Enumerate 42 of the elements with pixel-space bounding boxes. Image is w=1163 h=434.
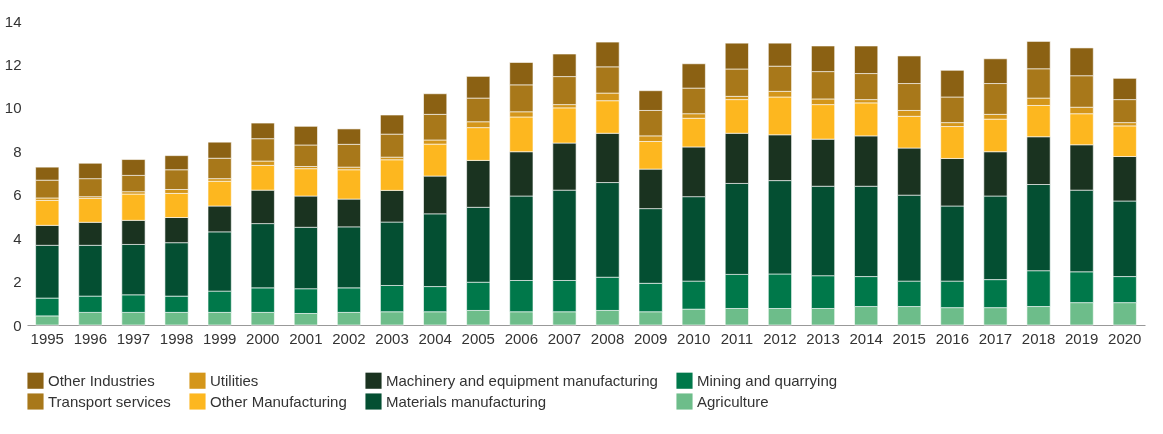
y-tick-label: 14 [4,12,22,30]
x-tick-label: 2015 [892,329,926,347]
x-tick-label: 2001 [289,329,323,347]
x-tick-label: 2019 [1064,329,1099,347]
x-tick-label: 2005 [461,329,495,347]
x-tick-label: 2016 [935,329,970,347]
legend-label: Machinery and equipment manufacturing [386,371,658,389]
y-tick-label: 6 [13,186,22,204]
x-tick-label: 2012 [763,329,797,347]
legend-label: Agriculture [697,392,769,410]
x-tick-label: 2003 [375,329,409,347]
x-tick-label: 2009 [633,329,668,347]
y-tick-label: 2 [13,273,22,291]
y-tick-label: 4 [13,229,22,247]
y-tick-label: 0 [13,316,22,334]
y-tick-label: 10 [4,99,22,117]
x-tick-label: 2008 [590,329,625,347]
x-tick-label: 2004 [418,329,452,347]
y-tick-label: 8 [13,142,22,160]
x-tick-label: 2017 [978,329,1013,347]
x-tick-label: 2002 [332,329,366,347]
x-tick-label: 1998 [159,329,194,347]
legend-label: Other Manufacturing [210,392,347,410]
x-tick-label: 2018 [1021,329,1056,347]
x-tick-label: 2011 [720,329,753,347]
legend-label: Mining and quarrying [697,371,838,389]
legend-label: Materials manufacturing [386,392,547,410]
x-tick-label: 2010 [677,329,711,347]
x-tick-label: 2007 [547,329,582,347]
x-tick-label: 2000 [246,329,280,347]
legend-label: Other Industries [48,371,155,389]
x-tick-label: 2013 [806,329,840,347]
x-tick-label: 2006 [504,329,539,347]
x-tick-label: 2014 [849,329,883,347]
y-tick-label: 12 [4,55,22,73]
x-tick-label: 1999 [202,329,237,347]
x-tick-label: 1996 [73,329,108,347]
x-tick-label: 2020 [1108,329,1142,347]
x-tick-label: 1997 [116,329,151,347]
x-tick-label: 1995 [30,329,64,347]
legend-label: Utilities [210,371,259,389]
legend-label: Transport services [48,392,171,410]
